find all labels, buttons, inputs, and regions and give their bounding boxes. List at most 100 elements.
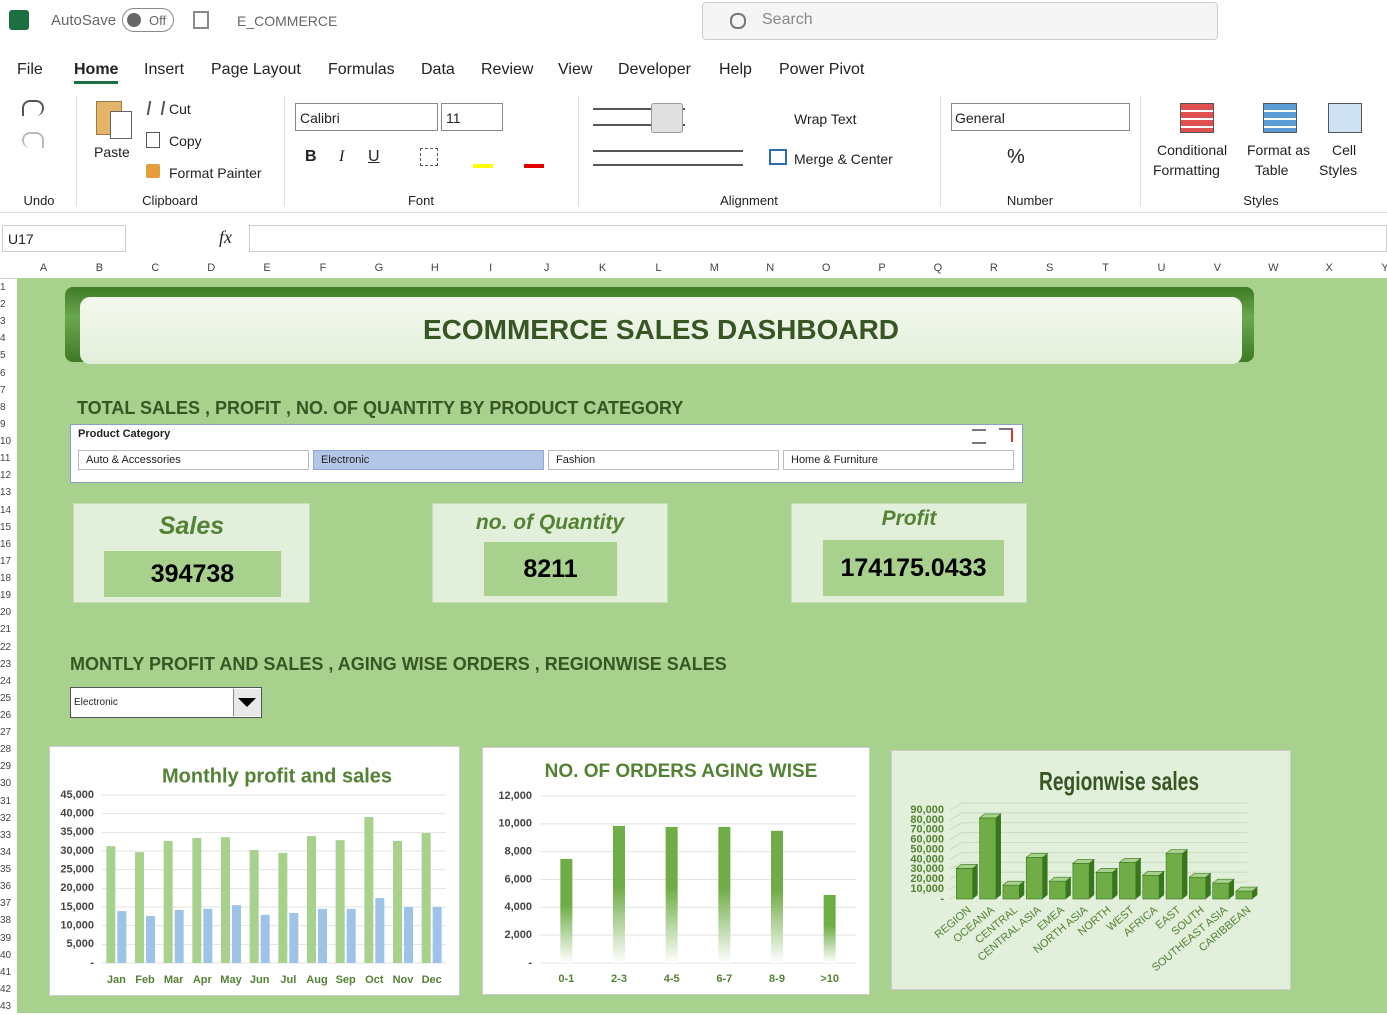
ribbon-group-label: Alignment	[720, 193, 778, 208]
row-header: 34	[0, 843, 15, 861]
wrap-text-button[interactable]: Wrap Text	[794, 111, 857, 127]
column-header: D	[207, 262, 216, 274]
row-header: 2	[0, 296, 15, 314]
dropdown-value: Electronic	[74, 697, 118, 708]
section-heading: TOTAL SALES , PROFIT , NO. OF QUANTITY B…	[77, 398, 684, 418]
bar	[1212, 882, 1230, 900]
slicer-clear-icon[interactable]	[999, 428, 1013, 442]
column-header: U	[1157, 262, 1166, 274]
format-table-line2[interactable]: Table	[1255, 162, 1289, 178]
category-dropdown[interactable]	[70, 687, 262, 718]
fill-color-bar[interactable]	[473, 164, 493, 168]
brush-icon	[146, 164, 160, 178]
ribbon-tab[interactable]: File	[17, 61, 43, 78]
row-header: 15	[0, 518, 15, 536]
kpi-label: Sales	[158, 512, 225, 540]
ribbon-group-label: Number	[1006, 193, 1054, 208]
ribbon-tab[interactable]: Power Pivot	[779, 61, 865, 78]
align-middle-active[interactable]	[651, 103, 683, 133]
bar-top	[1188, 872, 1212, 878]
x-tick-label: Nov	[393, 974, 415, 986]
file-name[interactable]: E_COMMERCE	[237, 13, 338, 29]
cell-styles-line1[interactable]: Cell	[1332, 142, 1357, 158]
row-header: 7	[0, 381, 15, 399]
slicer-multiselect-icon[interactable]	[972, 429, 986, 444]
bar	[1025, 857, 1043, 900]
bar	[718, 826, 731, 963]
format-table-line1[interactable]: Format as	[1247, 142, 1311, 158]
ribbon-tab[interactable]: Data	[421, 61, 455, 78]
format-painter-button[interactable]: Format Painter	[169, 165, 262, 181]
y-tick-label: 60,000	[910, 834, 944, 846]
format-table-icon[interactable]	[1263, 103, 1297, 133]
borders-icon[interactable]	[420, 148, 438, 166]
bar-top	[1072, 859, 1096, 864]
autosave-toggle[interactable]	[122, 8, 174, 32]
x-tick-label: Jan	[107, 974, 126, 986]
cell-styles-icon[interactable]	[1328, 103, 1362, 133]
column-header: H	[430, 262, 439, 274]
conditional-formatting-line1[interactable]: Conditional	[1157, 142, 1228, 158]
slicer-item[interactable]: Auto & Accessories	[78, 450, 309, 470]
formula-input[interactable]	[249, 225, 1387, 252]
x-tick-label: Dec	[422, 974, 442, 986]
bar-side	[1159, 871, 1165, 899]
conditional-formatting-icon[interactable]	[1180, 103, 1214, 133]
row-header: 21	[0, 621, 15, 639]
align-icons-2[interactable]	[593, 150, 743, 166]
search-box[interactable]	[702, 2, 1218, 40]
ribbon-tab[interactable]: Formulas	[328, 61, 395, 78]
fx-label[interactable]: fx	[219, 227, 232, 247]
bold-button[interactable]: B	[305, 148, 317, 165]
font-color-bar[interactable]	[524, 164, 544, 168]
cut-icon	[146, 101, 166, 115]
chart: Regionwise sales -10,00020,00030,00040,00…	[891, 750, 1291, 990]
chart: Monthly profit and sales - 5,000 10,000 15,0…	[49, 746, 460, 996]
merge-center-button[interactable]: Merge & Center	[794, 151, 893, 167]
y-tick-label: 45,000	[60, 789, 94, 801]
row-header: 42	[0, 980, 15, 998]
cell-styles-line2[interactable]: Styles	[1319, 162, 1358, 178]
y-tick-label: 20,000	[60, 882, 94, 894]
cut-button[interactable]: Cut	[169, 101, 191, 117]
percent-button[interactable]: %	[1007, 146, 1025, 168]
slicer-item[interactable]: Fashion	[548, 450, 779, 470]
slicer-item[interactable]: Home & Furniture	[783, 450, 1014, 470]
italic-button[interactable]: I	[339, 148, 345, 165]
ribbon-tab[interactable]: Home	[74, 61, 119, 84]
name-box[interactable]: U17	[2, 225, 126, 252]
row-header: 18	[0, 570, 15, 588]
column-header: J	[543, 262, 550, 274]
row-header: 14	[0, 501, 15, 519]
bar	[278, 852, 288, 963]
copy-button[interactable]: Copy	[169, 133, 202, 149]
search-icon	[730, 13, 746, 29]
kpi-value: 394738	[150, 560, 235, 588]
underline-button[interactable]: U	[368, 148, 380, 165]
undo-icon[interactable]	[22, 100, 44, 116]
font-name[interactable]: Calibri	[295, 103, 438, 131]
paste-button[interactable]: Paste	[94, 144, 130, 160]
ribbon-tab[interactable]: Help	[719, 61, 752, 78]
align-icons[interactable]	[593, 108, 685, 126]
kpi-label: Profit	[881, 507, 937, 530]
font-size[interactable]: 11	[441, 103, 503, 131]
grid-line	[949, 832, 1247, 841]
kpi-label: no. of Quantity	[475, 511, 625, 534]
bar	[404, 907, 413, 963]
ribbon-tab[interactable]: View	[558, 61, 593, 78]
column-header: B	[95, 262, 104, 274]
slicer-item[interactable]: Electronic	[313, 450, 544, 470]
save-icon[interactable]	[193, 11, 209, 29]
ribbon-tab[interactable]: Page Layout	[211, 61, 301, 78]
column-header: A	[39, 262, 48, 274]
ribbon-tab[interactable]: Review	[481, 61, 534, 78]
row-header: 20	[0, 604, 15, 622]
ribbon-tab[interactable]: Insert	[144, 61, 185, 78]
number-format[interactable]: General	[951, 103, 1130, 131]
conditional-formatting-line2[interactable]: Formatting	[1153, 162, 1220, 178]
ribbon-tab[interactable]: Developer	[618, 61, 691, 78]
bar	[335, 840, 345, 963]
row-header: 27	[0, 724, 15, 742]
bar	[117, 911, 127, 963]
